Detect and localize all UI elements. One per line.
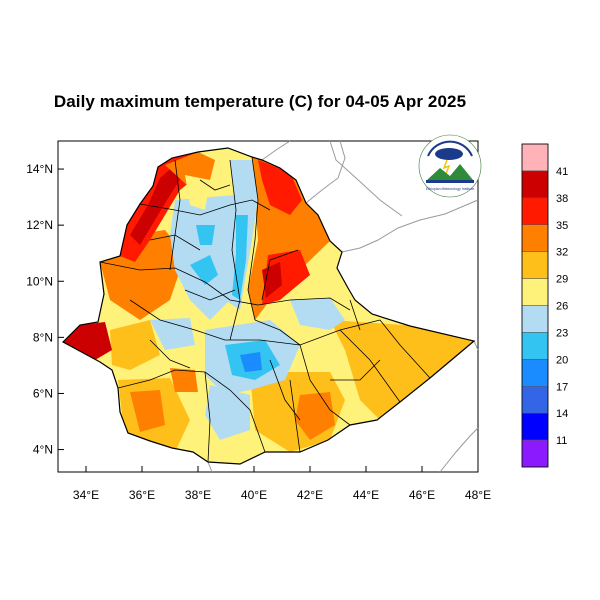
colorbar-label: 14: [556, 408, 568, 420]
institute-logo: Ethiopian Meteorology Institute: [418, 134, 482, 198]
y-tick-label: 8°N: [33, 330, 53, 344]
colorbar-swatch: [521, 197, 549, 225]
colorbar-border: [521, 143, 549, 468]
x-tick-label: 42°E: [297, 488, 323, 502]
lightning-icon: [442, 159, 451, 175]
colorbar-label: 23: [556, 327, 568, 339]
colorbar: 41 38 35 32 29 26 23 20 17 14 11: [521, 143, 568, 468]
country-outline: [62, 147, 476, 465]
colorbar-swatch: [521, 412, 549, 441]
colorbar-swatch: [521, 170, 549, 199]
colorbar-swatch: [521, 224, 549, 252]
x-tick-label: 36°E: [129, 488, 155, 502]
y-tick-label: 4°N: [33, 443, 53, 457]
x-tick-label: 48°E: [465, 488, 491, 502]
colorbar-label: 38: [556, 193, 568, 205]
colorbar-label: 35: [556, 220, 568, 232]
colorbar-swatch: [521, 332, 549, 360]
cloud-icon: [435, 148, 463, 160]
colorbar-label: 17: [556, 381, 568, 393]
colorbar-label: 11: [556, 435, 567, 447]
colorbar-swatch: [521, 278, 549, 306]
colorbar-label: 20: [556, 354, 568, 366]
y-axis: 14°N 12°N 10°N 8°N 6°N 4°N: [26, 162, 64, 457]
y-tick-label: 10°N: [26, 274, 53, 288]
x-tick-label: 38°E: [185, 488, 211, 502]
logo-caption: Ethiopian Meteorology Institute: [426, 187, 474, 191]
mountain-icon: [427, 164, 473, 180]
x-axis: 34°E 36°E 38°E 40°E 42°E 44°E 46°E 48°E: [73, 466, 491, 502]
colorbar-swatch: [521, 386, 549, 414]
x-tick-label: 44°E: [353, 488, 379, 502]
colorbar-swatch: [521, 439, 549, 468]
colorbar-swatch: [521, 359, 549, 387]
colorbar-swatch: [521, 251, 549, 279]
y-tick-label: 12°N: [26, 218, 53, 232]
colorbar-swatch: [521, 143, 549, 172]
x-tick-label: 40°E: [241, 488, 267, 502]
region-borders: [99, 156, 431, 463]
colorbar-label: 32: [556, 247, 568, 259]
colorbar-label: 41: [556, 166, 568, 178]
neighbour-borders: [207, 140, 479, 473]
colorbar-label: 29: [556, 274, 568, 286]
colorbar-label: 26: [556, 301, 568, 313]
x-tick-label: 46°E: [409, 488, 435, 502]
colorbar-swatch: [521, 305, 549, 333]
x-tick-label: 34°E: [73, 488, 99, 502]
y-tick-label: 6°N: [33, 386, 53, 400]
map-title: Daily maximum temperature (C) for 04-05 …: [53, 92, 467, 111]
y-tick-label: 14°N: [26, 162, 53, 176]
